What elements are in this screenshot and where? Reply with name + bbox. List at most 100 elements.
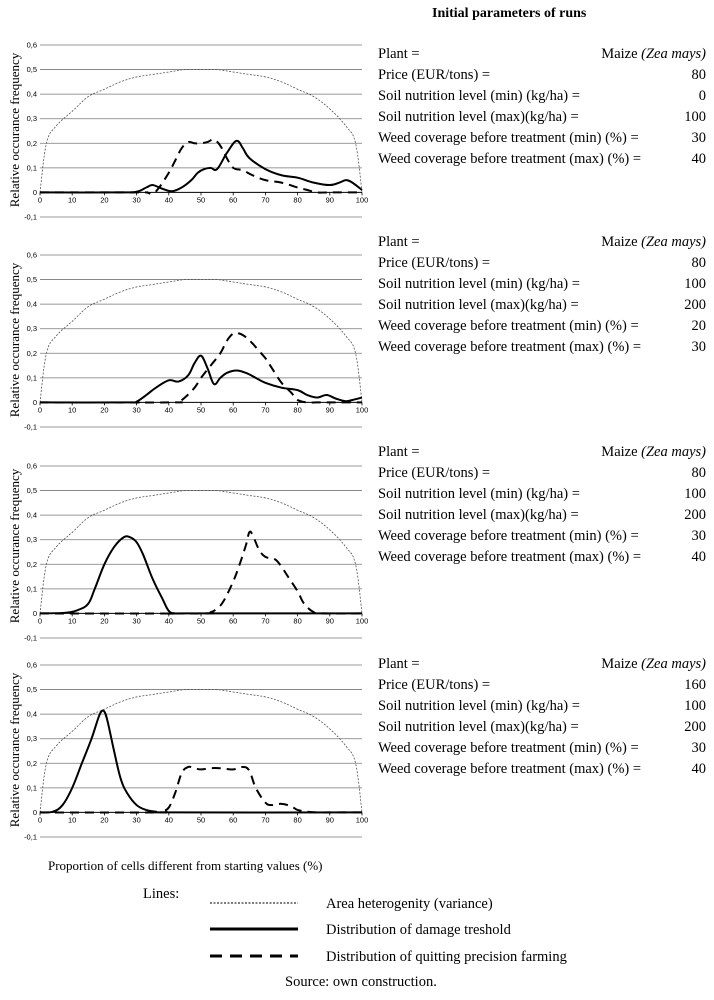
y-tick-label: 0,5 (27, 685, 37, 694)
y-tick-label: 0,5 (27, 486, 37, 495)
y-tick-label: 0,1 (27, 163, 37, 172)
y-tick-label: -0,1 (24, 634, 37, 643)
y-axis-label-3: Relative occurance frequency (7, 468, 22, 624)
param-row: Weed coverage before treatment (min) (%)… (378, 130, 706, 146)
y-tick-label: 0,3 (27, 535, 37, 544)
x-tick-label: 20 (100, 405, 108, 414)
y-axis-label-2: Relative occurance frequency (7, 262, 22, 418)
y-tick-label: -0,1 (24, 423, 37, 432)
y-tick-label: 0,1 (27, 373, 37, 382)
param-row: Soil nutrition level (min) (kg/ha) = 100 (378, 486, 706, 502)
param-row: Price (EUR/tons) = 80 (378, 465, 706, 481)
x-tick-label: 80 (293, 815, 301, 824)
y-tick-label: -0,1 (24, 833, 37, 842)
x-tick-label: 50 (197, 195, 205, 204)
y-tick-label: 0,2 (27, 139, 37, 148)
param-row: Soil nutrition level (min) (kg/ha) = 100 (378, 276, 706, 292)
x-tick-label: 100 (356, 815, 369, 824)
x-tick-label: 60 (229, 405, 237, 414)
param-row: Price (EUR/tons) = 80 (378, 67, 706, 83)
param-row: Plant = Maize (Zea mays) (378, 234, 706, 250)
y-tick-label: 0 (33, 188, 37, 197)
y-tick-label: 0,1 (27, 584, 37, 593)
x-tick-label: 40 (165, 815, 173, 824)
param-row: Soil nutrition level (max)(kg/ha) = 200 (378, 719, 706, 735)
x-tick-label: 0 (38, 616, 42, 625)
param-row: Weed coverage before treatment (max) (%)… (378, 761, 706, 777)
x-tick-label: 40 (165, 616, 173, 625)
x-tick-label: 20 (100, 815, 108, 824)
legend-swatch-dotted (210, 902, 298, 904)
x-tick-label: 10 (68, 405, 76, 414)
x-tick-label: 50 (197, 616, 205, 625)
legend-swatch-solid (210, 927, 298, 931)
x-tick-label: 60 (229, 195, 237, 204)
x-tick-label: 70 (261, 405, 269, 414)
series-line-damage-treshold (39, 139, 363, 194)
x-tick-label: 30 (132, 405, 140, 414)
x-tick-label: 70 (261, 616, 269, 625)
x-tick-label: 20 (100, 616, 108, 625)
param-row: Plant = Maize (Zea mays) (378, 656, 706, 672)
x-tick-label: 70 (261, 815, 269, 824)
x-tick-label: 0 (38, 195, 42, 204)
x-tick-label: 50 (197, 405, 205, 414)
legend-item-dashed: Distribution of quitting precision farmi… (210, 947, 690, 971)
chart-4: -0,100,10,20,30,40,50,60 10 20 30 40 50 60 70 80… (24, 661, 369, 842)
x-tick-label: 60 (229, 616, 237, 625)
x-tick-label: 10 (68, 815, 76, 824)
x-tick-label: 40 (165, 405, 173, 414)
y-tick-label: 0 (33, 609, 37, 618)
y-tick-label: 0,3 (27, 734, 37, 743)
chart-3: -0,100,10,20,30,40,50,60 10 20 30 40 50 60 70 80… (24, 462, 368, 643)
y-tick-label: 0,2 (27, 560, 37, 569)
x-tick-label: 90 (326, 195, 334, 204)
y-tick-label: 0,1 (27, 783, 37, 792)
series-line-variance (39, 688, 363, 813)
y-tick-label: 0,2 (27, 349, 37, 358)
param-row: Price (EUR/tons) = 160 (378, 677, 706, 693)
param-row: Weed coverage before treatment (min) (%)… (378, 528, 706, 544)
param-row: Weed coverage before treatment (max) (%)… (378, 549, 706, 565)
x-tick-label: 50 (197, 815, 205, 824)
y-tick-label: 0,6 (27, 661, 37, 670)
x-tick-label: 0 (38, 405, 42, 414)
x-tick-label: 100 (356, 405, 369, 414)
x-tick-label: 60 (229, 815, 237, 824)
x-tick-label: 40 (165, 195, 173, 204)
param-row: Price (EUR/tons) = 80 (378, 255, 706, 271)
param-row: Weed coverage before treatment (max) (%)… (378, 151, 706, 167)
x-tick-label: 70 (261, 195, 269, 204)
y-axis-label-1: Relative occurance frequency (7, 52, 22, 208)
x-tick-label: 10 (68, 616, 76, 625)
y-tick-label: 0,4 (27, 300, 37, 309)
x-tick-label: 80 (293, 616, 301, 625)
y-axis-label-4: Relative occurance frequency (7, 672, 22, 828)
x-tick-label: 30 (132, 195, 140, 204)
chart-1: -0,100,10,20,30,40,50,60 10 20 30 40 50 60 70 80… (24, 41, 368, 222)
params-panel-4: Plant = Maize (Zea mays) Price (EUR/tons)… (378, 654, 706, 780)
series-line-quitting-precision (39, 331, 362, 404)
legend-swatch-dashed (210, 954, 298, 958)
y-tick-label: 0,5 (27, 65, 37, 74)
param-row: Soil nutrition level (max)(kg/ha) = 100 (378, 109, 706, 125)
y-tick-label: 0,4 (27, 90, 37, 99)
series-line-variance (39, 489, 363, 614)
y-tick-label: 0 (33, 398, 37, 407)
x-tick-label: 80 (293, 195, 301, 204)
params-panel-1: Plant = Maize (Zea mays) Price (EUR/tons)… (378, 44, 706, 170)
legend-item-solid: Distribution of damage treshold (210, 920, 690, 944)
x-tick-label: 30 (132, 616, 140, 625)
param-row: Plant = Maize (Zea mays) (378, 46, 706, 62)
series-line-variance (39, 278, 363, 403)
y-tick-label: 0,2 (27, 759, 37, 768)
series-line-quitting-precision (40, 138, 362, 195)
legend-title: Lines: (143, 886, 180, 902)
x-tick-label: 90 (326, 616, 334, 625)
x-tick-label: 80 (293, 405, 301, 414)
y-tick-label: 0,6 (27, 462, 37, 471)
series-line-quitting-precision (39, 530, 363, 615)
legend-item-dotted: Area heterogenity (variance) (210, 894, 690, 918)
y-tick-label: 0,5 (27, 275, 37, 284)
y-tick-label: 0,6 (27, 41, 37, 50)
